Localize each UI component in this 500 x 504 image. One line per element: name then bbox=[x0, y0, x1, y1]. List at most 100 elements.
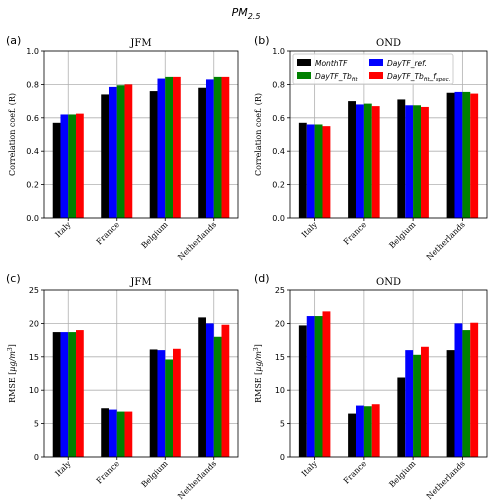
y-tick-label: 0.6 bbox=[272, 114, 285, 123]
legend-swatch bbox=[297, 72, 311, 79]
x-tick-label: Netherlands bbox=[176, 459, 218, 501]
x-tick-label: Belgium bbox=[387, 459, 417, 489]
y-tick-label: 10 bbox=[29, 386, 39, 395]
y-tick-label: 20 bbox=[275, 319, 285, 328]
chart-title: OND bbox=[376, 277, 401, 288]
panel-label: (c) bbox=[6, 272, 21, 285]
bar-france-1 bbox=[101, 408, 109, 457]
y-tick-label: 0.8 bbox=[272, 80, 285, 89]
x-tick-label: Belgium bbox=[140, 220, 170, 250]
bar-italy-4 bbox=[76, 113, 84, 218]
bar-italy-1 bbox=[298, 325, 307, 457]
bar-netherlands-3 bbox=[213, 336, 222, 457]
legend-label: MonthTF bbox=[315, 59, 348, 68]
y-tick-label: 5 bbox=[34, 420, 39, 429]
bar-france-4 bbox=[124, 84, 133, 219]
y-tick-label: 0 bbox=[280, 453, 285, 462]
bar-netherlands-2 bbox=[454, 323, 463, 457]
bar-netherlands-2 bbox=[454, 91, 463, 218]
bar-belgium-1 bbox=[149, 349, 158, 457]
bar-belgium-2 bbox=[157, 78, 166, 219]
bar-italy-3 bbox=[314, 124, 323, 218]
bar-italy-4 bbox=[322, 311, 331, 457]
x-tick-label: Italy bbox=[300, 220, 320, 240]
x-tick-label: Italy bbox=[53, 459, 73, 479]
bar-italy-2 bbox=[306, 124, 315, 218]
y-tick-label: 25 bbox=[275, 286, 285, 295]
bar-france-4 bbox=[371, 106, 380, 218]
x-tick-label: France bbox=[95, 220, 122, 247]
y-axis-label: Correlation coef. (R) bbox=[8, 93, 17, 176]
bar-italy-3 bbox=[68, 114, 77, 218]
y-tick-label: 10 bbox=[275, 386, 285, 395]
bar-italy-1 bbox=[298, 122, 307, 218]
chart-panel-3: (c) JFM 0 5 10 15 20 25 Italy France Belgium Nether… bbox=[6, 272, 239, 501]
y-axis-label: Correlation coef. (R) bbox=[254, 93, 263, 176]
y-tick-label: 0 bbox=[34, 453, 39, 462]
y-axis-label: RMSE [µg/m3] bbox=[7, 344, 17, 403]
y-tick-label: 1.0 bbox=[272, 47, 285, 56]
bar-netherlands-2 bbox=[205, 79, 214, 218]
legend-swatch bbox=[297, 59, 311, 66]
bar-france-4 bbox=[371, 404, 380, 457]
chart-title: JFM bbox=[129, 38, 151, 49]
x-tick-label: Netherlands bbox=[176, 220, 218, 262]
bar-netherlands-1 bbox=[198, 317, 206, 457]
bar-belgium-1 bbox=[397, 377, 406, 457]
panel-label: (d) bbox=[254, 272, 270, 285]
bar-france-1 bbox=[348, 101, 356, 218]
bar-netherlands-4 bbox=[221, 76, 230, 218]
y-tick-label: 15 bbox=[275, 353, 285, 362]
x-tick-label: Belgium bbox=[140, 459, 170, 489]
y-tick-label: 15 bbox=[29, 353, 39, 362]
y-tick-label: 5 bbox=[280, 420, 285, 429]
y-tick-label: 0.2 bbox=[26, 181, 39, 190]
x-tick-label: Italy bbox=[300, 459, 320, 479]
bar-netherlands-3 bbox=[462, 91, 471, 218]
y-tick-label: 0.8 bbox=[26, 80, 39, 89]
y-tick-label: 0.0 bbox=[26, 214, 39, 223]
axes-frame bbox=[43, 50, 239, 219]
bar-netherlands-4 bbox=[470, 93, 479, 218]
x-tick-label: Italy bbox=[53, 220, 73, 240]
bar-belgium-1 bbox=[397, 99, 406, 218]
bar-france-2 bbox=[355, 405, 364, 457]
y-tick-label: 1.0 bbox=[26, 47, 39, 56]
y-tick-label: 0.0 bbox=[272, 214, 285, 223]
bar-italy-4 bbox=[322, 126, 331, 218]
legend-label: DayTF_Tbfit bbox=[315, 72, 358, 83]
bar-france-3 bbox=[116, 411, 125, 457]
chart-panel-1: (a) JFM 0.0 0.2 0.4 0.6 0.8 1.0 Italy France Belgi… bbox=[6, 34, 239, 262]
y-tick-label: 0.4 bbox=[26, 147, 39, 156]
legend-label: DayTF_Tbfit_fspec. bbox=[387, 72, 451, 83]
legend: MonthTF DayTF_ref. DayTF_Tbfit DayTF_Tbfit_… bbox=[292, 53, 454, 85]
bar-france-3 bbox=[116, 85, 125, 218]
bar-france-3 bbox=[363, 406, 372, 457]
legend-box bbox=[292, 53, 454, 85]
legend-label: DayTF_ref. bbox=[387, 59, 427, 68]
bar-italy-1 bbox=[52, 332, 61, 457]
bar-netherlands-4 bbox=[470, 322, 479, 457]
bar-belgium-4 bbox=[421, 346, 429, 457]
bar-italy-2 bbox=[60, 332, 69, 457]
bar-netherlands-4 bbox=[221, 324, 230, 457]
y-tick-label: 0.4 bbox=[272, 147, 285, 156]
bar-belgium-2 bbox=[405, 350, 414, 457]
y-axis-label: RMSE [µg/m3] bbox=[253, 344, 263, 403]
axes-frame bbox=[289, 50, 488, 219]
bar-netherlands-2 bbox=[205, 323, 214, 457]
figure-title: PM2.5 bbox=[232, 6, 261, 21]
x-tick-label: France bbox=[95, 459, 122, 486]
chart-title: OND bbox=[376, 38, 401, 49]
bar-france-3 bbox=[363, 103, 372, 218]
bar-france-2 bbox=[355, 104, 364, 218]
x-tick-label: France bbox=[342, 220, 369, 247]
bar-italy-1 bbox=[52, 122, 61, 218]
x-tick-label: France bbox=[342, 459, 369, 486]
bar-italy-3 bbox=[68, 332, 77, 457]
bar-netherlands-1 bbox=[446, 350, 455, 457]
panel-label: (a) bbox=[6, 34, 21, 47]
bar-belgium-4 bbox=[421, 106, 429, 218]
bar-italy-3 bbox=[314, 316, 323, 457]
